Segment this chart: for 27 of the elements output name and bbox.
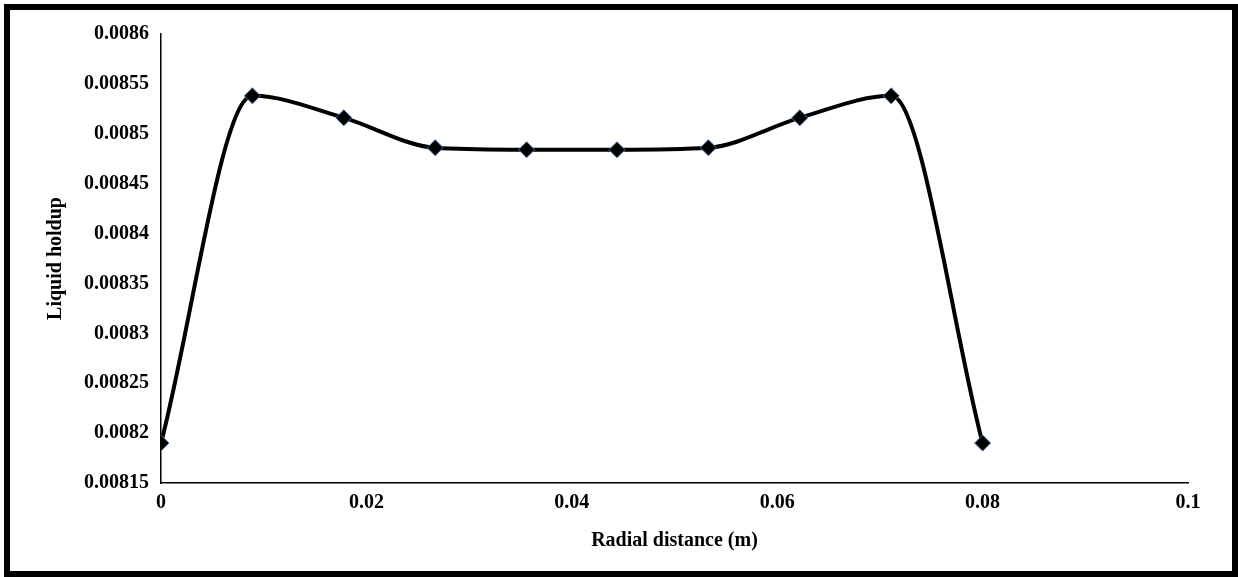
point: [791, 109, 809, 127]
y-axis-title: Liquid holdup: [43, 197, 67, 320]
x-tick-label: 0.04: [554, 490, 590, 513]
point: [608, 141, 626, 159]
y-tick-label: 0.0084: [94, 220, 149, 243]
x-axis-title: Radial distance (m): [591, 528, 758, 552]
x-tick-label: 0.1: [1175, 490, 1201, 513]
point: [243, 87, 261, 105]
y-tick-label: 0.00825: [84, 370, 149, 393]
y-tick-label: 0.00815: [84, 470, 149, 493]
y-tick-label: 0.00855: [84, 71, 149, 94]
y-tick-label: 0.0083: [94, 320, 149, 343]
x-tick-label: 0.06: [759, 490, 795, 513]
point: [882, 87, 900, 105]
y-tick-label: 0.00835: [84, 270, 149, 293]
point: [335, 109, 353, 127]
y-tick-label: 0.0086: [94, 21, 149, 44]
x-tick-label: 0.02: [348, 490, 384, 513]
x-tick-label: 0.08: [965, 490, 1001, 513]
point: [518, 141, 536, 159]
y-tick-label: 0.0085: [94, 120, 149, 143]
point: [974, 434, 992, 452]
x-tick-label: 0: [156, 490, 166, 513]
point: [699, 139, 717, 157]
point: [426, 139, 444, 157]
y-tick-label: 0.0082: [94, 420, 149, 443]
y-tick-label: 0.00845: [84, 170, 149, 193]
